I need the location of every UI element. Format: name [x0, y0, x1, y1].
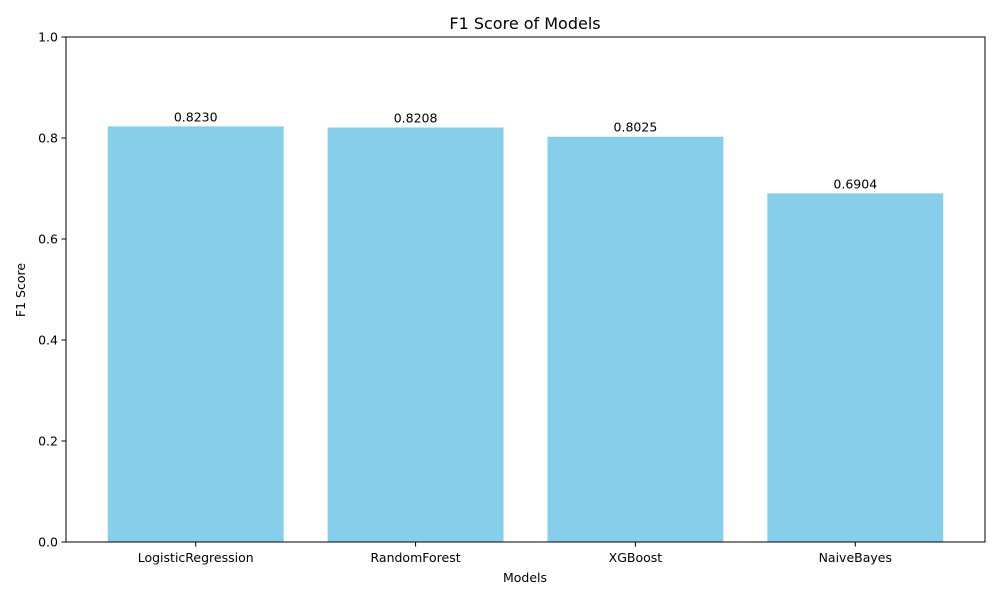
- x-tick-label-logisticregression: LogisticRegression: [138, 550, 254, 565]
- x-tick-label-xgboost: XGBoost: [609, 550, 663, 565]
- x-axis-label: Models: [503, 570, 547, 585]
- y-tick-label: 1.0: [38, 30, 58, 45]
- bar-randomforest: [327, 127, 504, 542]
- y-tick-label: 0.2: [38, 434, 58, 449]
- bar-logisticregression: [107, 126, 284, 542]
- y-tick-label: 0.4: [38, 333, 58, 348]
- plot-frame: [65, 36, 986, 543]
- x-tick-label-randomforest: RandomForest: [371, 550, 461, 565]
- y-tick-label: 0.6: [38, 232, 58, 247]
- value-labels-layer: 0.8230 0.8208 0.8025 0.6904: [174, 109, 877, 191]
- ticks-layer: LogisticRegression RandomForest XGBoost Nai…: [38, 30, 892, 566]
- axes-layer: [65, 36, 986, 543]
- bars-layer: [107, 126, 944, 543]
- bar-naivebayes: [767, 193, 944, 542]
- value-label-naivebayes: 0.6904: [833, 176, 877, 191]
- y-axis-label: F1 Score: [13, 263, 28, 317]
- value-label-xgboost: 0.8025: [614, 120, 658, 135]
- value-label-randomforest: 0.8208: [394, 110, 438, 125]
- chart-title: F1 Score of Models: [449, 14, 600, 33]
- y-tick-label: 0.8: [38, 131, 58, 146]
- x-tick-label-naivebayes: NaiveBayes: [819, 550, 892, 565]
- y-tick-label: 0.0: [38, 535, 58, 550]
- bar-xgboost: [547, 136, 724, 543]
- value-label-logisticregression: 0.8230: [174, 109, 218, 124]
